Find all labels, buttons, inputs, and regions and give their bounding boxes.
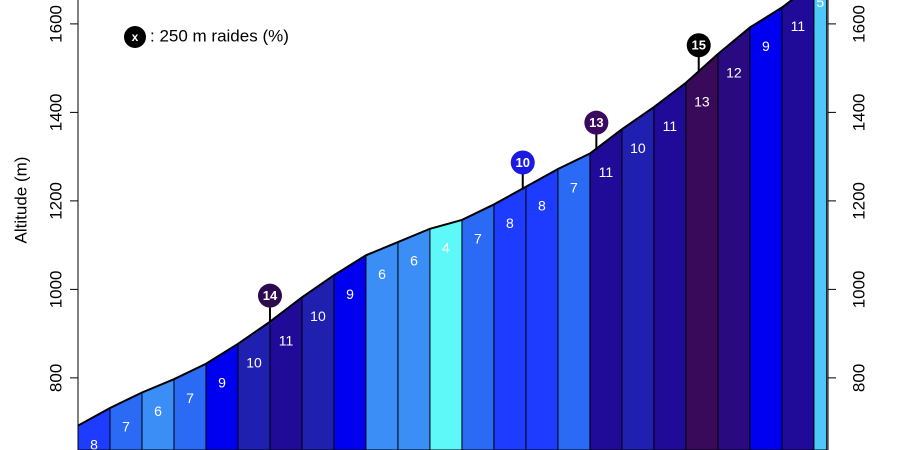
gradient-label: 6 xyxy=(154,403,162,419)
segment xyxy=(557,152,591,450)
y-tick-label: 1200 xyxy=(46,182,65,220)
segment xyxy=(813,0,828,450)
marker xyxy=(257,283,282,308)
gradient-label: 10 xyxy=(246,355,262,371)
gradient-label: 8 xyxy=(538,197,546,213)
gradient-label: 8 xyxy=(90,436,98,450)
legend-symbol-bg xyxy=(124,26,146,48)
plot-area: 8 7 6 7 9 10 11 10 9 6 6 4 7 8 8 7 11 10 11 13 12 9 11 5 xyxy=(78,0,828,450)
gradient-label: 9 xyxy=(762,38,770,54)
gradient-label: 10 xyxy=(630,140,646,156)
profile-line xyxy=(78,0,794,427)
gradient-label: 9 xyxy=(218,374,226,390)
gradient-label: 7 xyxy=(186,390,194,406)
marker xyxy=(510,150,535,175)
y-axis-title: Altitude (m) xyxy=(11,157,30,244)
segment xyxy=(301,274,335,450)
gradient-label: 6 xyxy=(410,253,418,269)
marker-label: 10 xyxy=(516,155,530,170)
gradient-label: 6 xyxy=(378,266,386,282)
segment xyxy=(781,0,815,450)
segment xyxy=(749,6,783,450)
gradient-label: 8 xyxy=(506,215,514,231)
gradient-label: 11 xyxy=(791,18,806,34)
segment xyxy=(685,52,719,450)
gradient-label: 11 xyxy=(663,118,678,134)
y-tick-label-right: 1400 xyxy=(849,93,868,131)
y-tick-label: 1400 xyxy=(46,93,65,131)
segment xyxy=(333,254,367,450)
marker-label: 15 xyxy=(691,38,705,53)
y-tick-label-right: 1000 xyxy=(849,270,868,308)
y-tick-label: 1600 xyxy=(46,5,65,43)
gradient-label: 11 xyxy=(599,164,614,180)
gradient-label: 11 xyxy=(279,332,294,348)
y-tick-label: 1000 xyxy=(46,270,65,308)
marker xyxy=(584,110,609,135)
segment xyxy=(621,106,655,450)
legend-text: : 250 m raides (%) xyxy=(150,26,289,45)
gradient-label: 7 xyxy=(474,231,482,247)
legend-symbol: x xyxy=(132,30,139,44)
gradient-label: 9 xyxy=(346,286,354,302)
gradient-label: 4 xyxy=(442,239,450,255)
segment xyxy=(653,81,687,450)
marker-label: 14 xyxy=(263,288,278,303)
gradient-label: 7 xyxy=(570,180,578,196)
gradient-label: 5 xyxy=(816,0,824,10)
segment xyxy=(269,296,303,450)
gradient-label: 12 xyxy=(726,65,742,81)
segment xyxy=(717,26,751,450)
marker-label: 13 xyxy=(589,115,603,130)
gradient-label: 13 xyxy=(694,93,710,109)
y-tick-label-right: 1200 xyxy=(849,182,868,220)
y-tick-label-right: 800 xyxy=(849,364,868,392)
gradient-label: 10 xyxy=(310,308,326,324)
gradient-label: 7 xyxy=(122,419,130,435)
marker xyxy=(686,33,711,58)
y-tick-label: 800 xyxy=(46,364,65,392)
y-tick-label-right: 1600 xyxy=(849,5,868,43)
